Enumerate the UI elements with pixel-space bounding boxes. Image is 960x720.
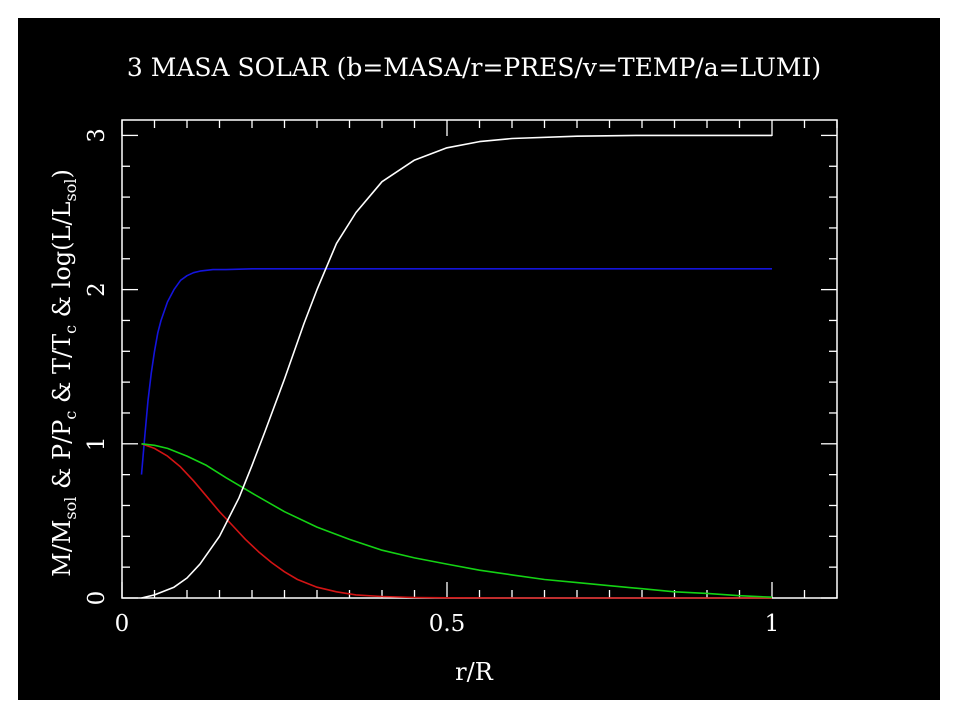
y-label-segment: & T/T	[48, 334, 76, 411]
y-axis-label: M/Msol & P/Pc & T/Tc & log(L/Lsol)	[48, 169, 80, 577]
y-tick-label: 2	[84, 282, 110, 297]
y-label-segment: )	[48, 169, 76, 178]
y-label-subscript: sol	[61, 179, 80, 202]
chart-svg: 3 MASA SOLAR (b=MASA/r=PRES/v=TEMP/a=LUM…	[48, 53, 838, 686]
chart-title: 3 MASA SOLAR (b=MASA/r=PRES/v=TEMP/a=LUM…	[127, 53, 821, 82]
series-line-2	[141, 443, 772, 599]
tick-labels: 0 0.5 1 0 1 2 3	[84, 128, 779, 637]
axis-ticks	[121, 120, 838, 599]
series-line-3	[141, 443, 773, 598]
y-label-subscript: sol	[61, 497, 80, 520]
y-label-subscript: c	[61, 325, 80, 334]
y-label-segment: & log(L/L	[48, 201, 76, 324]
chart-frame: 3 MASA SOLAR (b=MASA/r=PRES/v=TEMP/a=LUM…	[18, 18, 940, 700]
y-label-segment: & P/P	[48, 420, 76, 497]
y-tick-label: 3	[84, 128, 110, 143]
x-tick-label: 0.5	[429, 611, 466, 637]
x-axis-label: r/R	[455, 658, 494, 686]
x-tick-label: 0	[115, 611, 130, 637]
x-tick-label: 1	[765, 611, 780, 637]
y-label-subscript: c	[61, 411, 80, 420]
plot-frame	[121, 119, 838, 599]
series-line-4	[141, 134, 772, 599]
series-line-1	[140, 268, 772, 475]
y-tick-label: 0	[84, 591, 110, 606]
y-tick-label: 1	[84, 436, 110, 451]
series-lines	[140, 134, 773, 599]
y-label-segment: M/M	[48, 520, 76, 577]
